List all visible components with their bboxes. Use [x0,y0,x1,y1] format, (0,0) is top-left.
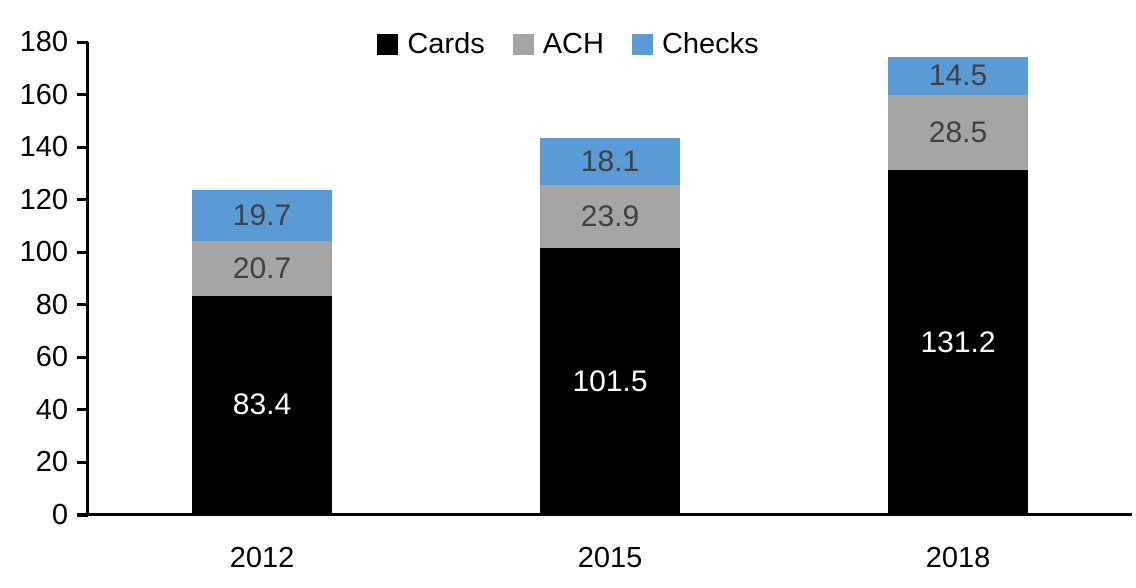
bar-segment-ach-2015: 23.9 [540,185,680,249]
bar-segment-ach-2012: 20.7 [192,241,332,296]
x-axis-category-label: 2015 [577,542,643,574]
y-axis-tick-label: 20 [35,446,68,479]
bar-data-label: 83.4 [232,388,292,422]
y-axis-tick [77,303,88,307]
y-axis-tick-label: 120 [19,183,68,216]
y-axis-tick-label: 100 [19,236,68,269]
bar-segment-cards-2015: 101.5 [540,248,680,515]
bar-data-label: 28.5 [928,115,988,149]
legend-item-cards: Cards [377,28,485,60]
y-axis-tick [77,93,88,97]
bar-data-label: 18.1 [580,144,640,178]
y-axis-tick [77,513,88,517]
bar-segment-cards-2018: 131.2 [888,170,1028,515]
bar-segment-cards-2012: 83.4 [192,295,332,515]
legend-item-checks: Checks [631,28,759,60]
y-axis-tick [77,460,88,464]
y-axis-tick [77,145,88,149]
y-axis-tick-label: 180 [19,26,68,58]
bar-data-label: 131.2 [920,325,996,359]
y-axis-tick [77,250,88,254]
legend-swatch-icon [631,34,653,55]
y-axis-tick-label: 140 [19,131,68,164]
y-axis-tick-label: 80 [35,288,68,321]
x-axis-category-label: 2012 [229,542,295,574]
bar-segment-ach-2018: 28.5 [888,95,1028,171]
bar-segment-checks-2018: 14.5 [888,57,1028,96]
y-axis-tick-label: 40 [35,393,68,426]
bar-data-label: 14.5 [928,59,988,93]
legend-swatch-icon [512,34,534,55]
legend-label: ACH [542,28,604,60]
bar-data-label: 101.5 [572,364,648,398]
bar-segment-checks-2015: 18.1 [540,137,680,186]
y-axis-tick [77,408,88,412]
bar-data-label: 19.7 [232,198,292,232]
y-axis-tick [77,198,88,202]
legend-item-ach: ACH [512,28,604,60]
bar-data-label: 23.9 [580,199,640,233]
y-axis-line [86,42,89,516]
legend-label: Checks [661,28,759,60]
y-axis-tick [77,355,88,359]
y-axis-tick-label: 60 [35,341,68,374]
legend-label: Cards [407,28,485,60]
legend: Cards ACH Checks [0,30,1136,59]
bar-segment-checks-2012: 19.7 [192,189,332,242]
y-axis-tick [77,40,88,44]
bar-data-label: 20.7 [232,251,292,285]
legend-swatch-icon [377,34,399,55]
x-axis-category-label: 2018 [925,542,991,574]
y-axis-tick-label: 160 [19,78,68,111]
y-axis-tick-label: 0 [51,499,68,531]
